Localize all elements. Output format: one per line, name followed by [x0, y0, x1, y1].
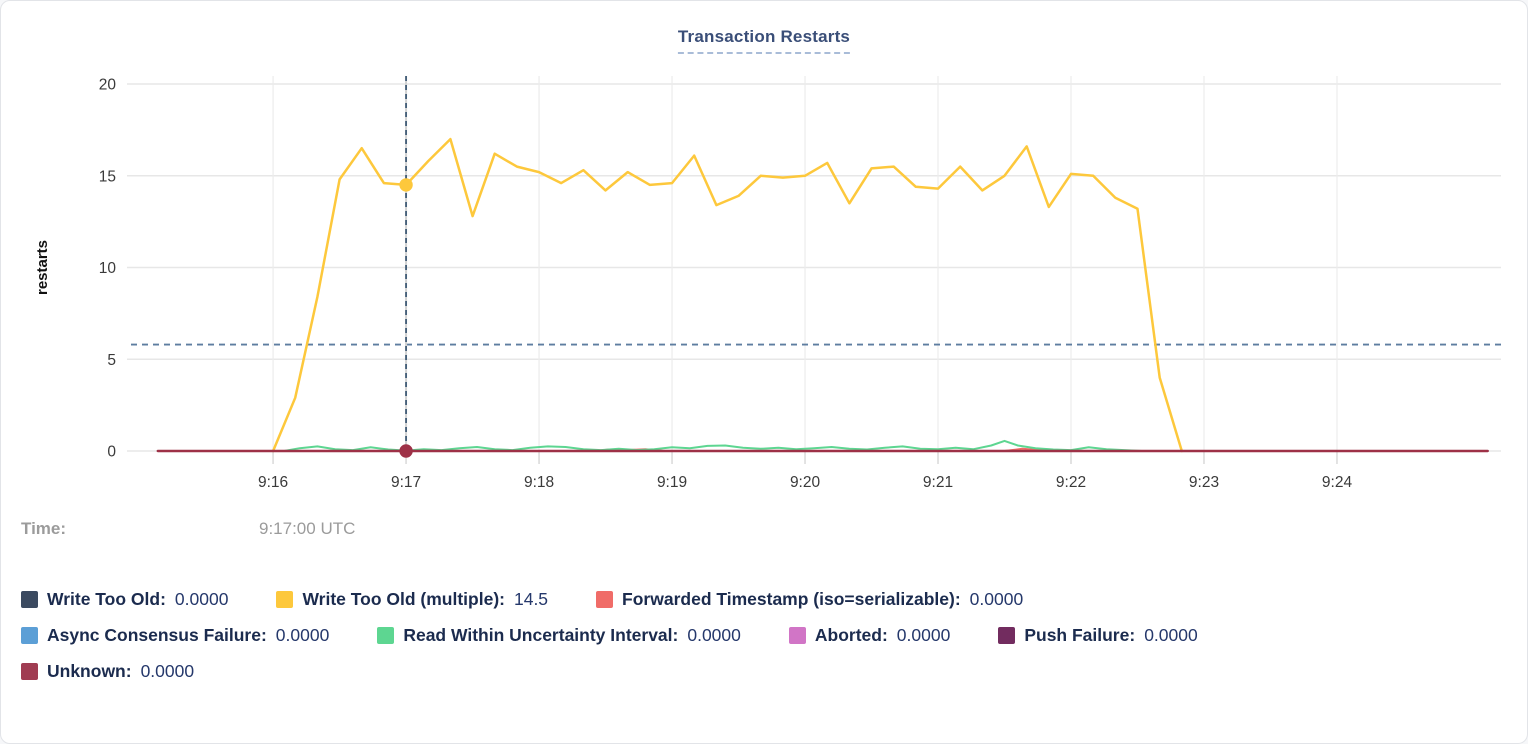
legend-label: Write Too Old (multiple):	[302, 589, 505, 609]
legend-row: Write Too Old: 0.0000 Write Too Old (multi…	[21, 589, 1507, 610]
y-tick-label: 20	[99, 77, 117, 94]
x-tick-label: 9:17	[391, 474, 421, 491]
x-tick-label: 9:24	[1322, 474, 1353, 491]
legend-row: Unknown: 0.0000	[21, 661, 1507, 682]
legend-swatch-write-too-old-multiple	[276, 591, 294, 608]
y-axis-label: restarts	[34, 240, 51, 295]
x-tick-label: 9:22	[1056, 474, 1086, 491]
legend-swatch-async-consensus-failure	[21, 627, 38, 644]
legend-label: Push Failure:	[1024, 625, 1136, 645]
x-tick-label: 9:18	[524, 474, 554, 491]
legend-swatch-write-too-old	[21, 591, 38, 608]
legend-value: 0.0000	[140, 661, 195, 681]
legend-value: 0.0000	[969, 589, 1024, 609]
x-tick-label: 9:21	[923, 474, 953, 491]
x-tick-label: 9:23	[1189, 474, 1219, 491]
legend-swatch-unknown	[21, 663, 38, 680]
legend-value: 14.5	[513, 589, 549, 609]
legend-label: Unknown:	[47, 661, 132, 681]
legend-item-forwarded-timestamp: Forwarded Timestamp (iso=serializable): 0…	[596, 589, 1023, 610]
legend-item-write-too-old: Write Too Old: 0.0000	[21, 589, 228, 610]
transaction-restarts-chart[interactable]: 0 5 10 15 20 9:16 9:17 9:18 9:19 9:20 9:21 9:22 9:23…	[1, 56, 1527, 506]
crosshair-point-write-too-old-multiple-	[399, 178, 413, 192]
legend-item-async-consensus-failure: Async Consensus Failure: 0.0000	[21, 625, 329, 646]
y-tick-label: 10	[99, 260, 117, 277]
legend-value: 0.0000	[687, 625, 741, 645]
legend-row: Async Consensus Failure: 0.0000 Read Withi…	[21, 625, 1507, 646]
legend-label: Write Too Old:	[47, 589, 166, 609]
x-tick-label: 9:19	[657, 474, 687, 491]
legend-label: Forwarded Timestamp (iso=serializable):	[622, 589, 961, 609]
x-tick-label: 9:20	[790, 474, 821, 491]
hover-time-row: Time: 9:17:00 UTC	[21, 519, 355, 539]
legend-value: 0.0000	[896, 625, 951, 645]
legend-item-unknown: Unknown: 0.0000	[21, 661, 194, 682]
series-line-read-within-uncertainty-interval	[156, 439, 1489, 452]
legend-item-push-failure: Push Failure: 0.0000	[998, 625, 1198, 646]
legend-label: Async Consensus Failure:	[47, 625, 267, 645]
legend-item-write-too-old-multiple: Write Too Old (multiple): 14.5	[276, 589, 548, 610]
x-tick-label: 9:16	[258, 474, 288, 491]
legend-item-aborted: Aborted: 0.0000	[788, 625, 951, 646]
y-tick-label: 15	[99, 168, 116, 185]
y-tick-label: 0	[107, 444, 116, 461]
y-tick-label: 5	[107, 352, 116, 369]
crosshair-point-unknown	[399, 444, 413, 458]
time-label: Time:	[21, 519, 67, 538]
legend-value: 0.0000	[275, 625, 330, 645]
legend: Write Too Old: 0.0000 Write Too Old (multi…	[21, 589, 1507, 697]
chart-title[interactable]: Transaction Restarts	[677, 27, 851, 54]
legend-swatch-aborted	[788, 627, 806, 644]
legend-item-read-within-uncertainty-interval: Read Within Uncertainty Interval: 0.0000	[377, 625, 741, 646]
legend-swatch-read-within-uncertainty-interval	[377, 627, 395, 644]
legend-label: Aborted:	[814, 625, 888, 645]
legend-value: 0.0000	[1144, 625, 1198, 645]
legend-swatch-forwarded-timestamp	[596, 591, 614, 608]
legend-value: 0.0000	[174, 589, 229, 609]
time-value: 9:17:00 UTC	[259, 519, 356, 538]
series-line-write-too-old-multiple-	[271, 137, 1184, 453]
legend-swatch-push-failure	[998, 627, 1016, 644]
legend-label: Read Within Uncertainty Interval:	[403, 625, 679, 645]
